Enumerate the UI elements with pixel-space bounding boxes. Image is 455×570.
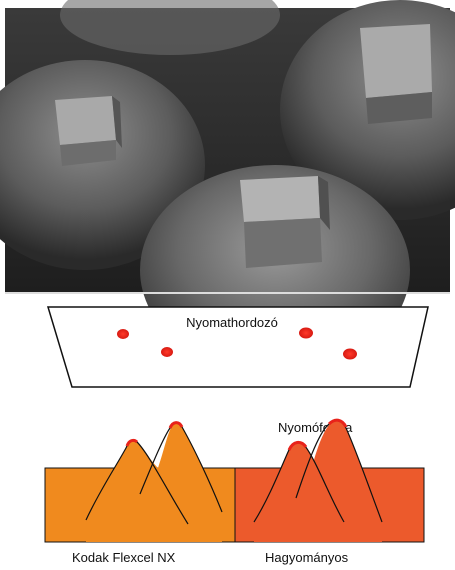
- flat-top-dot-left: [55, 96, 122, 166]
- ink-dot: [117, 329, 129, 339]
- ink-dot: [161, 347, 173, 357]
- schematic-panel: Nyomathordozó Nyomóforma: [44, 306, 429, 565]
- mound-left: [0, 60, 205, 270]
- flat-top-dot-right: [360, 24, 432, 124]
- conventional-ink-cap: [287, 441, 308, 451]
- ink-dot: [343, 348, 357, 360]
- conventional-ink-cap: [327, 418, 348, 428]
- micrograph-panel: [0, 0, 455, 375]
- kodak-label: Kodak Flexcel NX: [72, 550, 176, 565]
- substrate-shape: [46, 306, 429, 388]
- kodak-dot-profiles: [85, 421, 223, 542]
- conventional-label: Hagyományos: [265, 550, 349, 565]
- kodak-ink-cap: [125, 438, 139, 447]
- substrate-label: Nyomathordozó: [186, 315, 278, 330]
- kodak-ink-cap: [168, 421, 184, 429]
- ink-dot: [299, 327, 313, 339]
- conventional-dot-profiles: [253, 418, 383, 542]
- flat-top-dot-bottom: [240, 176, 330, 268]
- mound-top-left: [60, 0, 280, 55]
